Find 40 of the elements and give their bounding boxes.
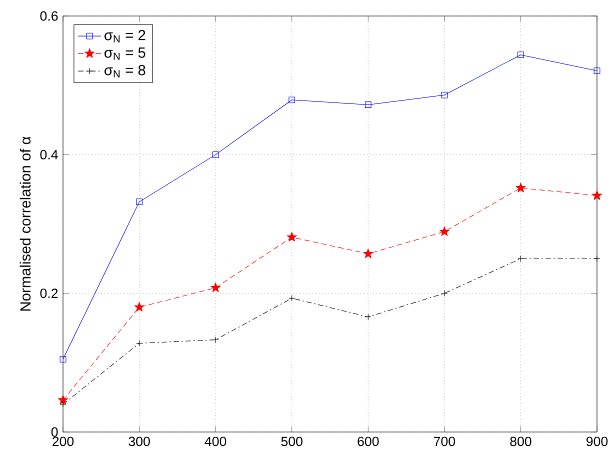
point	[594, 68, 600, 74]
point	[210, 282, 221, 292]
point	[364, 102, 372, 108]
point	[136, 340, 142, 346]
point	[516, 182, 526, 192]
legend-label: σ$_{N}$ = 8	[104, 64, 146, 78]
point	[439, 226, 450, 236]
x-tick-label: 700	[434, 436, 456, 446]
point	[592, 190, 602, 200]
point	[363, 248, 374, 258]
point	[286, 232, 297, 242]
point	[212, 336, 219, 343]
x-tick-label: 800	[510, 436, 532, 446]
point	[60, 401, 66, 408]
point	[288, 294, 296, 302]
point	[518, 255, 524, 262]
point	[58, 394, 68, 404]
point	[212, 151, 219, 158]
x-tick-label: 300	[128, 436, 150, 446]
y-axis-title: Normalised correlation of α	[20, 136, 31, 311]
x-tick-label: 500	[281, 436, 302, 446]
point	[288, 96, 296, 104]
legend-label: σ$_{N}$ = 2	[104, 30, 146, 42]
y-tick-label: 0.4	[40, 150, 58, 160]
x-tick-label: 600	[358, 436, 379, 446]
point	[364, 314, 372, 320]
point	[441, 92, 448, 98]
x-tick-label: 900	[586, 436, 608, 446]
point	[594, 255, 600, 262]
y-tick-label: 0	[51, 427, 58, 437]
x-tick-label: 400	[204, 436, 226, 446]
y-tick-label: 0.6	[40, 11, 58, 21]
point	[441, 290, 448, 297]
point	[60, 356, 66, 362]
point	[134, 302, 144, 312]
x-tick-label: 200	[52, 436, 74, 446]
point	[136, 198, 142, 206]
y-tick-label: 0.2	[40, 288, 58, 298]
point	[518, 52, 524, 58]
legend-label: σ$_{N}$ = 5	[104, 48, 146, 60]
